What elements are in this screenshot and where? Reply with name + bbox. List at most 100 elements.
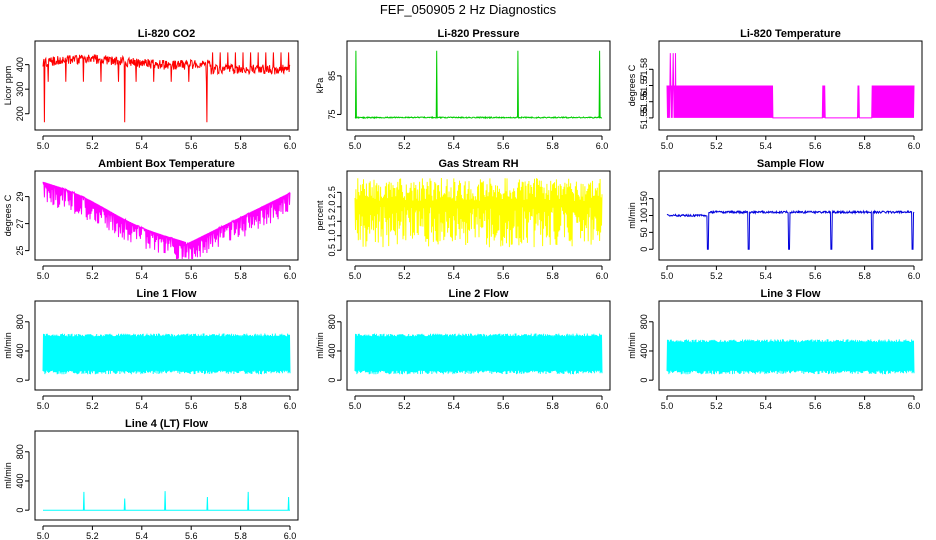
y-tick-label: 300: [15, 82, 25, 97]
data-series-line: [42, 52, 291, 123]
plot-frame: [346, 170, 611, 261]
x-tick-label: 5.6: [185, 401, 198, 411]
y-axis-label: ml/min: [315, 332, 325, 359]
chart-panel-gas-stream-rh: Gas Stream RH 5.0 5.2 5.4 5.6 5.8 6.0 0.5 1.01.5…: [315, 158, 611, 281]
y-tick-label: 2.0: [327, 201, 337, 214]
y-tick-label: 51.57: [639, 74, 649, 97]
x-tick-label: 5.8: [234, 141, 247, 151]
x-tick-label: 5.6: [809, 271, 822, 281]
y-tick-label: 400: [327, 343, 337, 358]
x-tick-label: 5.0: [349, 401, 362, 411]
x-tick-label: 6.0: [908, 271, 921, 281]
x-tick-label: 6.0: [284, 531, 297, 540]
plot-frame: [658, 170, 923, 261]
y-tick-label: 800: [15, 444, 25, 459]
y-tick-label: 400: [15, 343, 25, 358]
y-tick-label: 51.56: [639, 90, 649, 113]
x-tick-label: 5.2: [398, 401, 411, 411]
x-tick-label: 5.0: [37, 141, 50, 151]
y-axis-label: degrees C: [627, 64, 637, 106]
x-tick-label: 5.2: [86, 141, 99, 151]
plot-frame: [658, 40, 923, 131]
x-tick-label: 5.4: [136, 401, 149, 411]
y-tick-label: 0: [327, 378, 337, 383]
y-tick-label: 150: [639, 191, 649, 206]
plot-frame: [34, 430, 299, 521]
x-tick-label: 5.4: [760, 141, 773, 151]
x-tick-label: 5.2: [710, 271, 723, 281]
y-tick-label: 100: [639, 208, 649, 223]
y-tick-label: 75: [327, 109, 337, 119]
y-axis-label: ml/min: [627, 332, 637, 359]
y-tick-label: 1.5: [327, 215, 337, 228]
y-axis-label: percent: [315, 200, 325, 231]
y-axis-label: ml/min: [3, 462, 13, 489]
chart-panel-sample-flow: Sample Flow 5.0 5.2 5.4 5.6 5.8 6.0 0 50 100 150ml…: [627, 158, 923, 281]
chart-panel-line-3-flow: Line 3 Flow 5.0 5.2 5.4 5.6 5.8 6.0 0 400 800ml/m…: [627, 288, 923, 411]
x-tick-label: 5.2: [86, 531, 99, 540]
x-tick-label: 6.0: [596, 401, 609, 411]
x-tick-label: 5.0: [349, 141, 362, 151]
x-tick-label: 5.8: [858, 141, 871, 151]
x-tick-label: 5.6: [809, 141, 822, 151]
y-tick-label: 800: [327, 314, 337, 329]
x-tick-label: 5.8: [234, 531, 247, 540]
x-tick-label: 5.0: [37, 401, 50, 411]
x-tick-label: 5.2: [398, 141, 411, 151]
chart-panel-ambient-box-temperature: Ambient Box Temperature 5.0 5.2 5.4 5.6 5.8 6.…: [3, 158, 299, 281]
chart-panel-line-1-flow: Line 1 Flow 5.0 5.2 5.4 5.6 5.8 6.0 0 400 800ml/m…: [3, 288, 299, 411]
x-tick-label: 5.0: [37, 271, 50, 281]
panel-title: Li-820 Temperature: [740, 28, 841, 40]
x-tick-label: 6.0: [908, 141, 921, 151]
x-tick-label: 5.6: [809, 401, 822, 411]
chart-panel-line-2-flow: Line 2 Flow 5.0 5.2 5.4 5.6 5.8 6.0 0 400 800ml/m…: [315, 288, 611, 411]
x-tick-label: 5.8: [546, 141, 559, 151]
y-tick-label: 25: [15, 246, 25, 256]
panel-title: Ambient Box Temperature: [98, 158, 235, 170]
data-series-line: [666, 339, 915, 375]
y-tick-label: 400: [15, 473, 25, 488]
data-series-line: [354, 50, 603, 120]
x-tick-label: 5.6: [497, 141, 510, 151]
y-tick-label: 0: [639, 378, 649, 383]
x-tick-label: 5.2: [710, 401, 723, 411]
x-tick-label: 5.0: [661, 401, 674, 411]
panel-title: Line 3 Flow: [761, 288, 821, 300]
data-series-line: [666, 53, 915, 119]
x-tick-label: 5.6: [497, 271, 510, 281]
x-tick-label: 5.8: [858, 401, 871, 411]
data-series-line: [354, 177, 603, 248]
data-series-line: [666, 209, 915, 250]
x-tick-label: 6.0: [284, 401, 297, 411]
chart-panel-li-820-co2: Li-820 CO2 5.0 5.2 5.4 5.6 5.8 6.0 200 300 400Lic…: [3, 28, 299, 151]
y-tick-label: 200: [15, 106, 25, 121]
x-tick-label: 5.4: [136, 271, 149, 281]
y-axis-label: ml/min: [627, 202, 637, 229]
y-tick-label: 800: [15, 314, 25, 329]
panel-title: Gas Stream RH: [438, 158, 518, 170]
y-axis-label: Licor ppm: [3, 66, 13, 106]
y-tick-label: 0: [15, 378, 25, 383]
data-series-line: [354, 333, 603, 375]
plot-frame: [34, 170, 299, 261]
x-tick-label: 5.8: [546, 271, 559, 281]
y-tick-label: 27: [15, 219, 25, 229]
y-tick-label: 0.5: [327, 244, 337, 257]
y-tick-label: 0: [639, 247, 649, 252]
y-axis-label: degrees C: [3, 194, 13, 236]
x-tick-label: 5.6: [185, 271, 198, 281]
y-tick-label: 400: [639, 343, 649, 358]
plot-frame: [346, 300, 611, 391]
panel-title: Line 4 (LT) Flow: [125, 418, 208, 430]
chart-panel-li-820-temperature: Li-820 Temperature 5.0 5.2 5.4 5.6 5.8 6.0 51.5…: [627, 28, 923, 151]
x-tick-label: 6.0: [284, 141, 297, 151]
x-tick-label: 6.0: [596, 271, 609, 281]
x-tick-label: 5.0: [661, 141, 674, 151]
x-tick-label: 5.8: [234, 271, 247, 281]
x-tick-label: 5.2: [710, 141, 723, 151]
y-tick-label: 800: [639, 314, 649, 329]
y-axis-label: ml/min: [3, 332, 13, 359]
x-tick-label: 5.0: [349, 271, 362, 281]
